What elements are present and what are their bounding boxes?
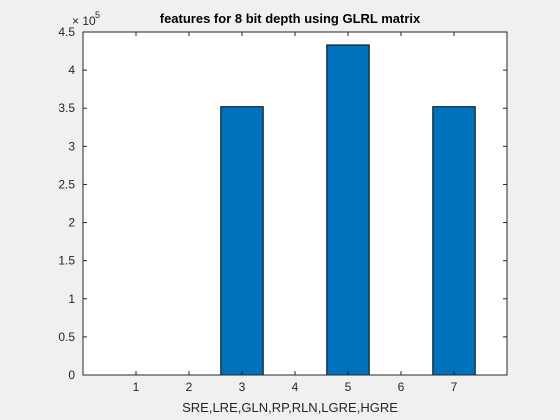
bar-3 — [220, 106, 264, 376]
y-tick-label-0: 0 — [68, 368, 75, 382]
x-tick-label-2: 2 — [186, 380, 193, 394]
axes-box — [82, 31, 508, 376]
y-tick-label-4.5: 4.5 — [58, 25, 75, 39]
y-tick-label-3: 3 — [68, 139, 75, 153]
x-tick-label-1: 1 — [133, 380, 140, 394]
x-tick-label-4: 4 — [292, 380, 299, 394]
y-tick-label-4: 4 — [68, 63, 75, 77]
chart-title: features for 8 bit depth using GLRL matr… — [160, 11, 421, 26]
y-tick-label-2.5: 2.5 — [58, 177, 75, 191]
y-tick-label-0.5: 0.5 — [58, 330, 75, 344]
ticks-group: 1 2 3 4 5 6 7 0 0.5 1 1.5 2 2.5 3 3.5 4 4.5 — [58, 25, 507, 394]
y-tick-label-1: 1 — [68, 292, 75, 306]
x-axis-label: SRE,LRE,GLN,RP,RLN,LGRE,HGRE — [182, 400, 398, 415]
y-tick-label-1.5: 1.5 — [58, 254, 75, 268]
x-tick-label-6: 6 — [398, 380, 405, 394]
labels-group: features for 8 bit depth using GLRL matr… — [72, 10, 421, 415]
bar-7 — [432, 106, 476, 376]
x-tick-label-7: 7 — [451, 380, 458, 394]
y-tick-label-3.5: 3.5 — [58, 101, 75, 115]
x-tick-label-5: 5 — [345, 380, 352, 394]
y-tick-label-2: 2 — [68, 216, 75, 230]
bars-group — [220, 44, 476, 376]
bar-5 — [326, 44, 370, 376]
x-tick-label-3: 3 — [239, 380, 246, 394]
y-exponent-base: × 10 — [72, 14, 96, 28]
y-exponent-power: 5 — [95, 10, 100, 20]
